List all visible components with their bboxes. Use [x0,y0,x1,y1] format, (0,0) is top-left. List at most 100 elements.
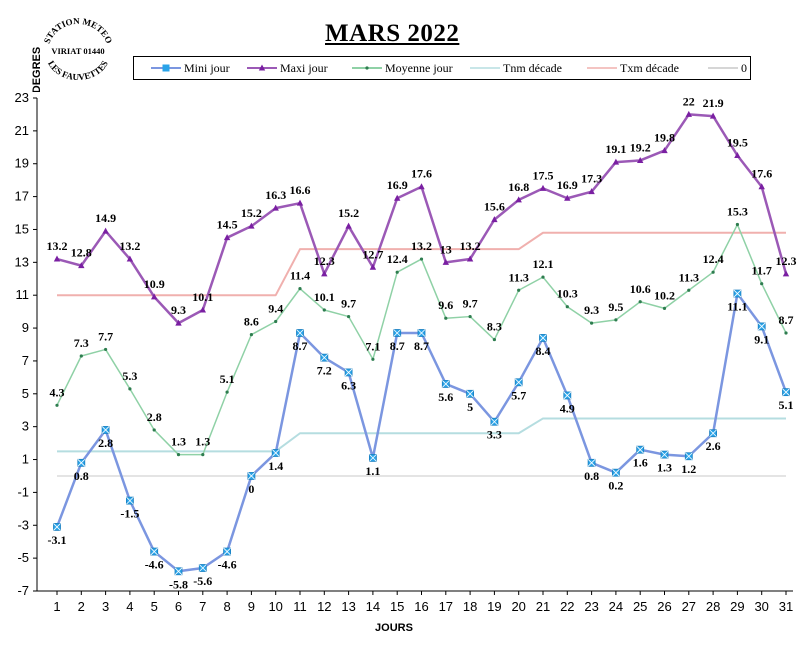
y-axis-title-text: DEGRES [31,47,43,92]
moyenne-point [176,453,181,457]
maxi-data-label: 15.6 [484,200,505,214]
maxi-data-label: 10.1 [192,290,213,304]
maxi-point [394,194,401,201]
maxi-point [418,183,425,190]
mini-data-label: 1.4 [268,459,283,473]
x-tick-label: 17 [439,599,453,614]
y-tick-label: -7 [17,583,29,598]
x-tick-label: 23 [584,599,598,614]
moyenne-point [468,314,472,319]
moyenne-point [152,428,156,432]
legend-item: Mini jour [151,57,230,79]
mini-data-label: 4.9 [560,401,575,415]
maxi-point [637,156,644,163]
x-tick-label: 7 [199,599,206,614]
moyenne-data-label: 9.7 [463,297,478,311]
moyenne-point [371,357,375,361]
maxi-data-label: 17.6 [751,167,772,181]
moyenne-data-label: 9.4 [268,301,283,315]
moyenne-data-label: 1.3 [171,435,186,449]
maxi-data-label: 16.3 [265,188,286,202]
mini-data-label: 2.6 [706,439,721,453]
mini-point-cross [101,426,110,434]
x-tick-label: 24 [609,599,623,614]
stamp-middle-text: VIRIAT 01440 [51,46,104,56]
chart-title: MARS 2022 [325,20,460,47]
mini-data-label: 5.1 [779,398,794,412]
mini-point-cross [685,452,693,461]
moyenne-data-label: 10.1 [314,290,335,304]
maxi-point [345,222,352,229]
x-tick-label: 15 [390,599,404,614]
mini-point-cross [514,378,523,387]
y-tick-label: -3 [17,517,29,532]
x-tick-label: 25 [633,599,647,614]
mini-point-cross [757,322,766,331]
mini-data-label: 0.8 [584,469,599,483]
moyenne-data-label: 12.1 [533,257,554,271]
mini-data-label: 1.1 [365,464,380,478]
y-tick-label: 17 [15,189,29,204]
moyenne-point [541,275,545,279]
svg-text:LES FAUVETTES: LES FAUVETTES [46,59,110,82]
mini-data-label: 0 [248,482,254,496]
series-lines [53,110,790,576]
moyenne-data-label: 8.7 [779,313,794,327]
x-tick-label: 19 [487,599,501,614]
maxi-point [661,147,668,154]
mini-data-label: 5.7 [511,388,526,402]
moyenne-data-label: 2.8 [147,410,162,424]
maxi-data-label: 13.2 [47,239,68,253]
mini-data-label: 0.2 [608,479,623,493]
mini-data-label: 1.6 [633,456,648,470]
legend-item: Moyenne jour [352,57,453,79]
maxi-point [758,183,765,190]
mini-point-cross [490,417,499,426]
maxi-point [734,152,741,159]
maxi-data-label: 16.9 [557,178,578,192]
mini-data-label: -5.8 [169,577,188,591]
mini-point-cross [53,523,61,531]
mini-data-label: 5.6 [438,390,453,404]
legend-label: Mini jour [184,60,230,75]
mini-point-cross [709,429,717,438]
maxi-data-label: 10.9 [144,277,165,291]
mini-data-label: 8.7 [414,339,429,353]
x-tick-label: 14 [366,599,380,614]
mini-point-cross [782,388,790,396]
moyenne-point [322,308,326,312]
x-axis-title: JOURS [375,622,413,634]
chart-legend: Mini jour Maxi jour Moyenne jour Tnm décade… [133,56,751,80]
moyenne-data-label: 10.2 [654,288,675,302]
moyenne-data-label: 11.4 [290,269,310,283]
maxi-point [369,263,377,270]
maxi-data-label: 13 [440,242,452,256]
maxi-point [442,258,449,265]
maxi-data-label: 17.6 [411,167,432,181]
moyenne-data-label: 12.4 [387,252,408,266]
moyenne-point [298,287,302,291]
moyenne-point [517,288,521,292]
maxi-data-label: 14.5 [217,218,238,232]
legend-item: 0 [708,57,747,79]
moyenne-point [249,333,253,337]
mini-data-label: 2.8 [98,436,113,450]
mini-point-cross [320,353,329,362]
legend-swatch [352,66,382,70]
series-line-1 [56,113,788,325]
x-tick-label: 1 [53,599,60,614]
mini-data-label: 11.1 [727,300,747,314]
mini-data-label: 8.7 [390,339,405,353]
mini-point-cross [539,334,547,342]
mini-data-label: 6.3 [341,378,356,392]
y-tick-label: 21 [15,123,29,138]
maxi-data-label: 21.9 [703,96,724,110]
maxi-data-label: 13.2 [460,239,481,253]
maxi-point [588,188,595,195]
maxi-point [685,110,692,117]
legend-swatch [247,64,277,71]
mini-point-cross [223,547,231,556]
mini-point-cross [466,390,474,398]
moyenne-data-label: 5.1 [220,372,235,386]
